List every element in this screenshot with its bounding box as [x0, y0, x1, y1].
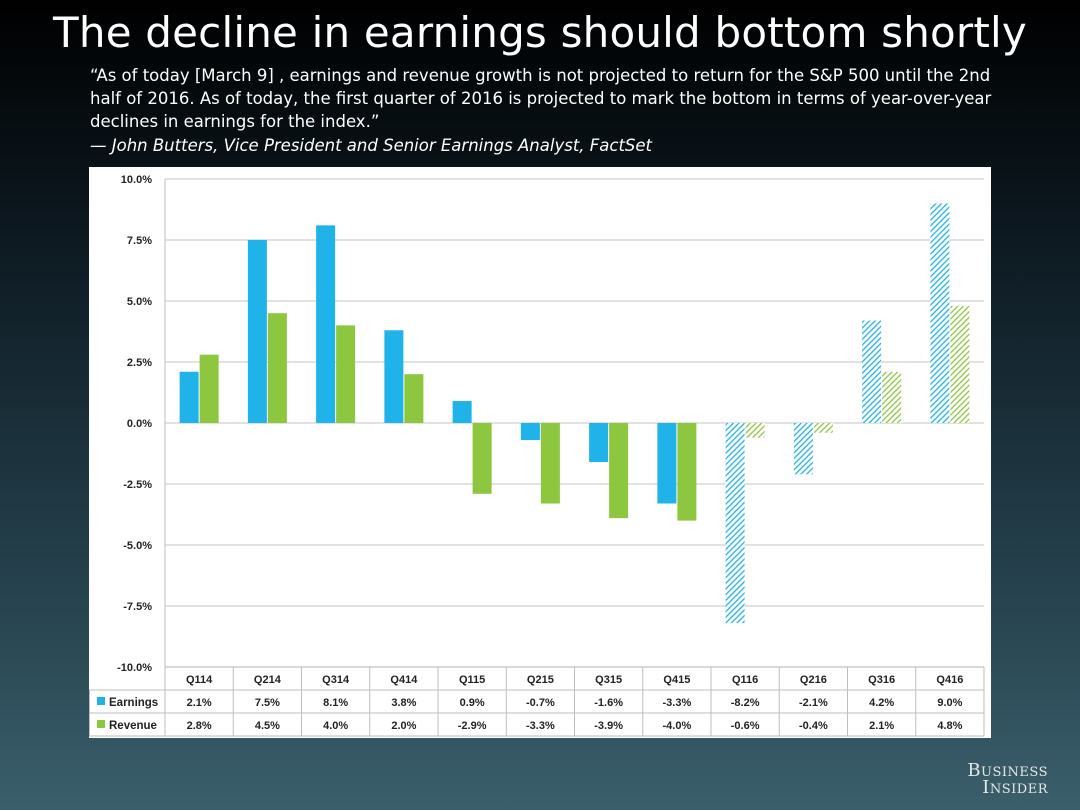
- earnings-data-label: -0.7%: [526, 697, 555, 709]
- category-label: Q214: [254, 674, 282, 686]
- y-tick-label: -5.0%: [123, 540, 152, 552]
- earnings-data-label: 8.1%: [323, 697, 348, 709]
- revenue-data-label: -4.0%: [663, 720, 692, 732]
- earnings-data-label: -8.2%: [731, 697, 760, 709]
- category-label: Q314: [322, 674, 350, 686]
- category-label: Q114: [186, 674, 213, 686]
- earnings-data-label: 9.0%: [937, 697, 962, 709]
- revenue-bar-q114: [199, 354, 219, 423]
- category-label: Q414: [390, 674, 418, 686]
- revenue-bar-q216: [813, 423, 833, 433]
- y-tick-label: 0.0%: [127, 418, 152, 430]
- earnings-bar-q315: [589, 423, 609, 463]
- slide-title: The decline in earnings should bottom sh…: [53, 8, 1027, 57]
- earnings-bar-q214: [247, 240, 267, 423]
- earnings-bar-q314: [316, 225, 336, 423]
- revenue-bar-q215: [540, 423, 560, 504]
- earnings-bar-q416: [930, 203, 950, 423]
- earnings-bar-q116: [725, 423, 745, 624]
- y-tick-label: 5.0%: [127, 296, 152, 308]
- revenue-data-label: -0.6%: [731, 720, 760, 732]
- revenue-data-label: -2.9%: [458, 720, 487, 732]
- category-label: Q116: [732, 674, 758, 686]
- earnings-bar-q115: [452, 401, 472, 423]
- earnings-data-label: -2.1%: [799, 697, 828, 709]
- category-label: Q416: [936, 674, 963, 686]
- earnings-bar-q316: [862, 320, 882, 423]
- revenue-legend-swatch: [97, 720, 105, 728]
- revenue-bar-q314: [336, 325, 356, 423]
- earnings-bar-q114: [179, 371, 199, 423]
- revenue-data-label: -3.9%: [594, 720, 623, 732]
- earnings-bar-q415: [657, 423, 677, 504]
- revenue-data-label: -0.4%: [799, 720, 828, 732]
- category-label: Q316: [868, 674, 895, 686]
- earnings-legend-label: Earnings: [109, 697, 158, 709]
- earnings-data-label: -3.3%: [663, 697, 692, 709]
- chart-panel: 10.0% 7.5% 5.0% 2.5% 0.0% -2.5% -5.0% -7.5% -10.…: [89, 167, 991, 738]
- y-tick-label: 10.0%: [121, 174, 152, 186]
- earnings-data-label: -1.6%: [594, 697, 623, 709]
- earnings-data-label: 7.5%: [255, 697, 280, 709]
- earnings-data-label: 2.1%: [187, 697, 212, 709]
- business-insider-logo: Business Insider: [967, 760, 1048, 798]
- y-tick-label: -2.5%: [123, 479, 152, 491]
- logo-line-1: Business: [967, 760, 1048, 781]
- y-tick-label: -10.0%: [117, 662, 152, 674]
- revenue-bar-q116: [745, 423, 765, 438]
- category-label: Q215: [527, 674, 554, 686]
- revenue-data-label: 2.0%: [391, 720, 416, 732]
- revenue-data-label: -3.3%: [526, 720, 555, 732]
- category-label: Q115: [459, 674, 485, 686]
- revenue-data-label: 4.8%: [937, 720, 962, 732]
- revenue-bar-q414: [404, 374, 424, 423]
- revenue-bar-q315: [609, 423, 629, 519]
- earnings-revenue-bar-chart: 10.0% 7.5% 5.0% 2.5% 0.0% -2.5% -5.0% -7.5% -10.…: [89, 174, 985, 737]
- revenue-data-label: 4.5%: [255, 720, 280, 732]
- revenue-legend-label: Revenue: [109, 720, 157, 732]
- y-tick-label: -7.5%: [123, 601, 152, 613]
- earnings-data-label: 4.2%: [869, 697, 894, 709]
- revenue-data-label: 4.0%: [323, 720, 348, 732]
- earnings-data-label: 0.9%: [460, 697, 485, 709]
- earnings-bar-q216: [793, 423, 813, 475]
- revenue-data-label: 2.8%: [187, 720, 212, 732]
- y-tick-label: 2.5%: [127, 357, 152, 369]
- earnings-bar-q215: [520, 423, 540, 441]
- category-label: Q415: [663, 674, 690, 686]
- revenue-bar-q214: [267, 313, 287, 423]
- revenue-bar-q115: [472, 423, 492, 494]
- earnings-legend-swatch: [97, 697, 105, 705]
- revenue-data-label: 2.1%: [869, 720, 894, 732]
- slide-quote: “As of today [March 9] , earnings and re…: [90, 66, 992, 131]
- quote-attribution: — John Butters, Vice President and Senio…: [90, 136, 653, 155]
- revenue-bar-q415: [677, 423, 697, 521]
- category-label: Q315: [595, 674, 622, 686]
- revenue-bar-q416: [950, 305, 970, 423]
- earnings-bar-q414: [384, 330, 404, 423]
- earnings-data-label: 3.8%: [391, 697, 416, 709]
- revenue-bar-q316: [882, 371, 902, 423]
- category-label: Q216: [800, 674, 827, 686]
- logo-line-2: Insider: [982, 777, 1048, 798]
- y-tick-label: 7.5%: [127, 235, 152, 247]
